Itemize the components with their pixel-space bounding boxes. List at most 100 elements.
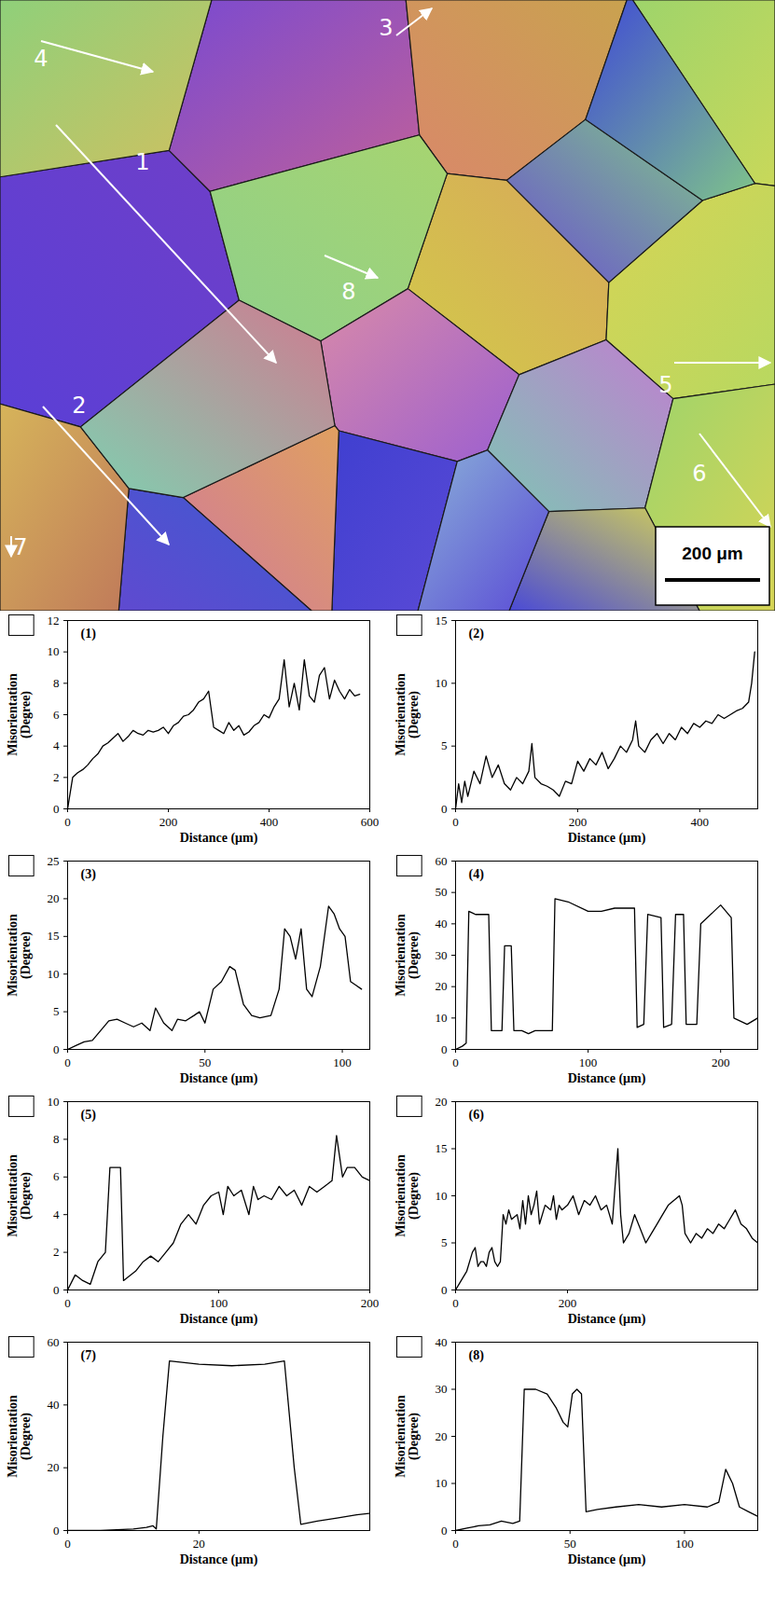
svg-text:20: 20 bbox=[47, 891, 60, 906]
svg-text:15: 15 bbox=[435, 613, 448, 628]
svg-text:40: 40 bbox=[47, 1397, 60, 1412]
svg-text:0: 0 bbox=[64, 815, 71, 830]
svg-text:3: 3 bbox=[378, 14, 393, 42]
svg-text:200: 200 bbox=[568, 815, 588, 830]
svg-text:20: 20 bbox=[435, 1094, 448, 1109]
svg-text:8: 8 bbox=[341, 278, 356, 305]
svg-text:400: 400 bbox=[691, 815, 710, 830]
svg-text:0: 0 bbox=[64, 1055, 71, 1070]
svg-text:0: 0 bbox=[452, 1536, 459, 1551]
svg-text:10: 10 bbox=[47, 1094, 60, 1109]
svg-text:200: 200 bbox=[558, 1296, 578, 1311]
svg-text:0: 0 bbox=[452, 1055, 459, 1070]
svg-text:20: 20 bbox=[435, 1429, 448, 1444]
svg-text:20: 20 bbox=[47, 1460, 60, 1475]
svg-text:Distance (μm): Distance (μm) bbox=[179, 1071, 259, 1087]
svg-text:Misorientation(Degree): Misorientation(Degree) bbox=[5, 1154, 34, 1238]
svg-text:60: 60 bbox=[435, 854, 448, 869]
svg-text:15: 15 bbox=[47, 928, 60, 943]
svg-text:0: 0 bbox=[53, 1283, 60, 1298]
svg-text:0: 0 bbox=[441, 1283, 448, 1298]
svg-text:(2): (2) bbox=[469, 626, 485, 642]
svg-text:5: 5 bbox=[441, 738, 448, 753]
svg-text:7: 7 bbox=[13, 534, 28, 561]
svg-text:8: 8 bbox=[53, 676, 60, 691]
svg-text:30: 30 bbox=[435, 1382, 448, 1397]
svg-text:2: 2 bbox=[71, 392, 86, 419]
svg-text:Distance (μm): Distance (μm) bbox=[179, 1552, 259, 1568]
svg-text:1: 1 bbox=[135, 149, 150, 176]
svg-text:5: 5 bbox=[658, 372, 673, 399]
svg-text:0: 0 bbox=[53, 802, 60, 817]
svg-text:Distance (μm): Distance (μm) bbox=[567, 1552, 647, 1568]
svg-text:10: 10 bbox=[47, 644, 60, 659]
svg-text:400: 400 bbox=[260, 815, 279, 830]
svg-text:40: 40 bbox=[435, 916, 448, 931]
svg-text:10: 10 bbox=[435, 1476, 448, 1491]
svg-text:Distance (μm): Distance (μm) bbox=[179, 830, 259, 846]
svg-text:(3): (3) bbox=[81, 867, 97, 883]
svg-text:30: 30 bbox=[435, 948, 448, 963]
svg-text:100: 100 bbox=[332, 1055, 352, 1070]
svg-text:100: 100 bbox=[209, 1296, 229, 1311]
svg-text:0: 0 bbox=[441, 1523, 448, 1538]
svg-text:Misorientation(Degree): Misorientation(Degree) bbox=[5, 673, 34, 757]
svg-text:Misorientation(Degree): Misorientation(Degree) bbox=[5, 1395, 34, 1479]
svg-text:5: 5 bbox=[53, 1004, 60, 1019]
svg-text:(4): (4) bbox=[469, 867, 485, 883]
svg-text:6: 6 bbox=[53, 707, 60, 722]
svg-text:200: 200 bbox=[360, 1296, 380, 1311]
svg-text:15: 15 bbox=[435, 1141, 448, 1156]
svg-text:0: 0 bbox=[452, 1296, 459, 1311]
svg-text:4: 4 bbox=[53, 1207, 60, 1222]
svg-text:2: 2 bbox=[53, 1245, 60, 1260]
svg-text:2: 2 bbox=[53, 770, 60, 785]
svg-text:50: 50 bbox=[564, 1536, 577, 1551]
svg-text:12: 12 bbox=[47, 613, 60, 628]
svg-text:0: 0 bbox=[441, 1042, 448, 1057]
svg-text:40: 40 bbox=[435, 1335, 448, 1350]
svg-text:0: 0 bbox=[64, 1296, 71, 1311]
svg-text:8: 8 bbox=[53, 1132, 60, 1147]
svg-text:Distance (μm): Distance (μm) bbox=[179, 1312, 259, 1328]
svg-text:200: 200 bbox=[711, 1055, 731, 1070]
svg-text:0: 0 bbox=[452, 815, 459, 830]
svg-text:5: 5 bbox=[441, 1235, 448, 1250]
svg-text:Misorientation(Degree): Misorientation(Degree) bbox=[393, 1154, 422, 1238]
svg-text:10: 10 bbox=[435, 1189, 448, 1204]
svg-text:Distance (μm): Distance (μm) bbox=[567, 1071, 647, 1087]
svg-text:0: 0 bbox=[53, 1523, 60, 1538]
svg-text:6: 6 bbox=[691, 460, 706, 487]
svg-text:20: 20 bbox=[193, 1536, 206, 1551]
svg-text:0: 0 bbox=[64, 1536, 71, 1551]
svg-text:10: 10 bbox=[47, 967, 60, 982]
svg-text:Misorientation(Degree): Misorientation(Degree) bbox=[393, 913, 422, 997]
svg-text:200 μm: 200 μm bbox=[681, 543, 744, 564]
svg-text:4: 4 bbox=[53, 738, 60, 753]
svg-text:(8): (8) bbox=[469, 1348, 485, 1364]
svg-text:60: 60 bbox=[47, 1335, 60, 1350]
svg-text:0: 0 bbox=[53, 1042, 60, 1057]
svg-text:Misorientation(Degree): Misorientation(Degree) bbox=[393, 1395, 422, 1479]
svg-text:10: 10 bbox=[435, 1010, 448, 1025]
svg-text:0: 0 bbox=[441, 802, 448, 817]
svg-text:25: 25 bbox=[47, 854, 60, 869]
svg-text:20: 20 bbox=[435, 979, 448, 994]
svg-text:4: 4 bbox=[33, 45, 48, 72]
svg-text:50: 50 bbox=[198, 1055, 211, 1070]
svg-text:(1): (1) bbox=[81, 626, 97, 642]
svg-text:50: 50 bbox=[435, 885, 448, 900]
svg-text:600: 600 bbox=[360, 815, 380, 830]
svg-text:(7): (7) bbox=[81, 1348, 97, 1364]
svg-text:(5): (5) bbox=[81, 1107, 97, 1123]
svg-text:100: 100 bbox=[579, 1055, 598, 1070]
svg-text:Distance (μm): Distance (μm) bbox=[567, 830, 647, 846]
svg-text:200: 200 bbox=[159, 815, 179, 830]
svg-text:Distance (μm): Distance (μm) bbox=[567, 1312, 647, 1328]
svg-text:6: 6 bbox=[53, 1169, 60, 1184]
svg-text:Misorientation(Degree): Misorientation(Degree) bbox=[393, 673, 422, 757]
svg-text:Misorientation(Degree): Misorientation(Degree) bbox=[5, 913, 34, 997]
svg-text:100: 100 bbox=[675, 1536, 694, 1551]
svg-text:(6): (6) bbox=[469, 1107, 485, 1123]
svg-text:10: 10 bbox=[435, 676, 448, 691]
